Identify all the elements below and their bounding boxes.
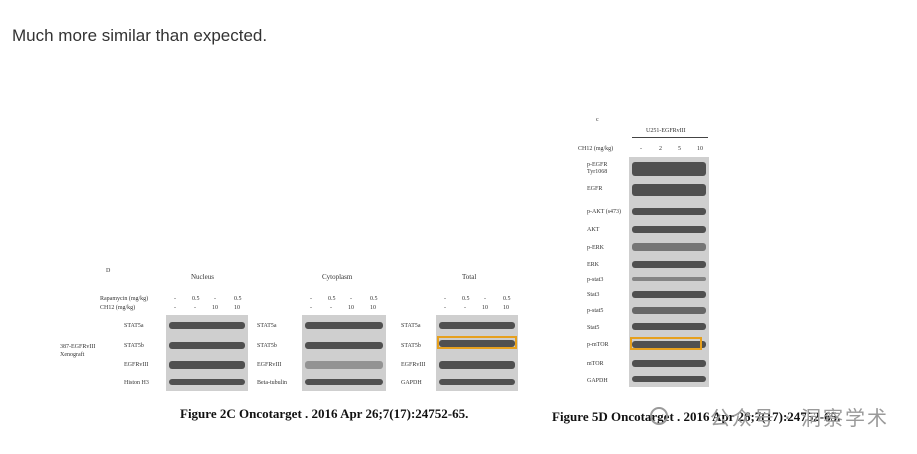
blot-band [632, 291, 706, 298]
treat-val: - [194, 305, 196, 311]
blot-band [439, 340, 515, 347]
blot-label: STAT5b [257, 343, 277, 349]
blot-label: STAT5b [124, 343, 144, 349]
blot-label: Stat3 [587, 292, 600, 298]
blot-band [169, 379, 245, 385]
treat-val: - [310, 305, 312, 311]
treat-val: 10 [370, 305, 376, 311]
highlight-box-p-mtor [630, 337, 702, 350]
blot-band [169, 361, 245, 369]
blot-band [305, 322, 383, 329]
blot-band [305, 342, 383, 349]
blot-band [632, 376, 706, 382]
ch12-value: - [640, 146, 642, 152]
ch12-value: 10 [697, 146, 703, 152]
ch12-label: CH12 (mg/kg) [100, 305, 136, 311]
blot-label: GAPDH [401, 380, 422, 386]
panel-letter: D [106, 268, 111, 274]
treat-val: 10 [234, 305, 240, 311]
ch12-value: 2 [659, 146, 662, 152]
blot-band [305, 361, 383, 369]
blot-band [632, 307, 706, 314]
treat-val: 10 [212, 305, 218, 311]
blot-label: p-ERK [587, 245, 604, 251]
blot-band [439, 379, 515, 385]
blot-label: Stat5 [587, 325, 600, 331]
ch12-label: CH12 (mg/kg) [578, 146, 614, 152]
blot-label: p-stat5 [587, 308, 604, 314]
treat-val: 10 [503, 305, 509, 311]
blot-band [632, 243, 706, 251]
blot-label: ERK [587, 262, 599, 268]
blot-band [632, 277, 706, 281]
group-header-total: Total [462, 273, 477, 281]
blot-band [632, 360, 706, 367]
group-header-nucleus: Nucleus [191, 273, 214, 281]
watermark-text: 公众号 · 洞察学术 [709, 406, 889, 430]
treat-val: 0.5 [503, 296, 511, 302]
blot-band [169, 322, 245, 329]
blot-band [169, 342, 245, 349]
blot-label: p-mTOR [587, 342, 609, 348]
blot-band [632, 261, 706, 268]
treat-val: - [214, 296, 216, 302]
blot-label: GAPDH [587, 378, 608, 384]
blot-label: EGFRvIII [124, 362, 149, 368]
blot-band [632, 208, 706, 215]
blot-band [632, 323, 706, 330]
blot-label: p-AKT (s473) [587, 209, 622, 215]
treat-val: 10 [482, 305, 488, 311]
treat-val: 0.5 [328, 296, 336, 302]
treat-val: 0.5 [370, 296, 378, 302]
blot-label: EGFRvIII [401, 362, 426, 368]
treat-val: - [174, 296, 176, 302]
blot-label: STAT5b [401, 343, 421, 349]
blot-band [632, 341, 706, 348]
treat-val: - [330, 305, 332, 311]
group-header-cytoplasm: Cytoplasm [322, 273, 353, 281]
blot-band [439, 361, 515, 369]
treat-val: - [310, 296, 312, 302]
blot-label: EGFRvIII [257, 362, 282, 368]
treat-val: - [174, 305, 176, 311]
ch12-value: 5 [678, 146, 681, 152]
sample-label: 387-EGFRvIII Xenograft [60, 344, 96, 358]
blot-label: AKT [587, 227, 600, 233]
figure-caption-left: Figure 2C Oncotarget . 2016 Apr 26;7(17)… [180, 406, 469, 421]
blot-label: STAT5a [401, 323, 421, 329]
blot-band [632, 162, 706, 176]
blot-band [439, 322, 515, 329]
treat-val: 0.5 [192, 296, 200, 302]
blot-label: mTOR [587, 361, 604, 367]
blot-band [632, 184, 706, 196]
figure-caption-right: Figure 5D Oncotarget . 2016 Apr 26;7(17)… [552, 409, 841, 424]
blot-label: p-EGFR Tyr1068 [587, 162, 608, 175]
blot-label: p-stat3 [587, 277, 604, 283]
blot-band [305, 379, 383, 385]
rapamycin-label: Rapamycin (mg/kg) [100, 296, 149, 302]
blot-label: Beta-tubulin [257, 380, 287, 386]
treat-val: 0.5 [462, 296, 470, 302]
treat-val: - [484, 296, 486, 302]
panel-letter: c [596, 117, 599, 123]
blot-label: STAT5a [124, 323, 144, 329]
treat-val: - [444, 296, 446, 302]
blot-label: EGFR [587, 186, 603, 192]
cell-line-label: U251-EGFRvIII [646, 128, 686, 134]
blot-band [632, 226, 706, 233]
watermark-logo-icon [650, 407, 668, 425]
treat-val: 0.5 [234, 296, 242, 302]
highlight-box-stat5b [437, 336, 517, 349]
treat-val: - [444, 305, 446, 311]
treat-val: 10 [348, 305, 354, 311]
treat-val: - [464, 305, 466, 311]
treat-val: - [350, 296, 352, 302]
blot-label: Histon H3 [124, 380, 149, 386]
header-underline [632, 137, 708, 138]
post-text: Much more similar than expected. [12, 26, 268, 45]
blot-label: STAT5a [257, 323, 277, 329]
